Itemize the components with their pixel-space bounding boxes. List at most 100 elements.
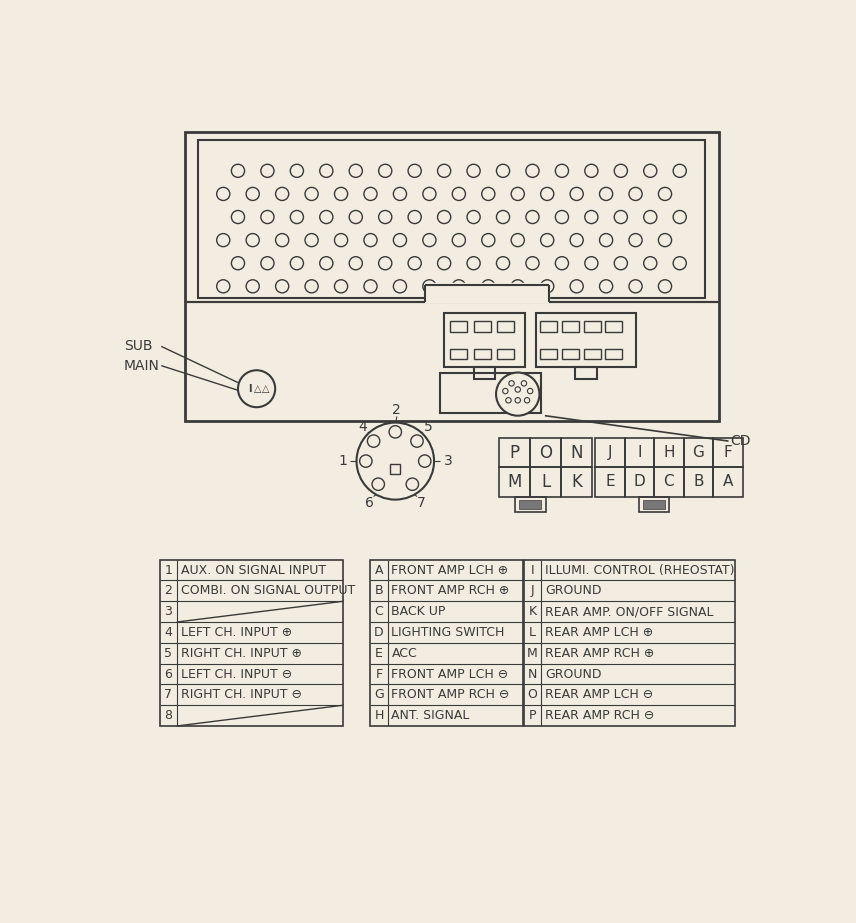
Circle shape [515, 398, 520, 403]
Circle shape [541, 187, 554, 200]
Text: I: I [248, 384, 252, 394]
Bar [473, 367, 496, 379]
Text: REAR AMP LCH ⊖: REAR AMP LCH ⊖ [545, 689, 653, 701]
Circle shape [467, 164, 480, 177]
Circle shape [372, 478, 384, 490]
Text: P: P [509, 444, 520, 462]
Circle shape [378, 164, 392, 177]
Text: D: D [633, 474, 645, 489]
Circle shape [231, 164, 245, 177]
Circle shape [408, 257, 421, 270]
Circle shape [521, 380, 526, 386]
Text: GROUND: GROUND [545, 667, 602, 680]
Bar [562, 321, 579, 331]
Circle shape [364, 280, 377, 293]
Text: 8: 8 [164, 709, 172, 722]
Text: AUX. ON SIGNAL INPUT: AUX. ON SIGNAL INPUT [181, 564, 326, 577]
Text: 1: 1 [338, 454, 347, 468]
Bar [536, 313, 636, 367]
Bar [595, 467, 625, 497]
Text: 7: 7 [164, 689, 172, 701]
Bar [185, 132, 719, 421]
Circle shape [305, 187, 318, 200]
Circle shape [423, 187, 436, 200]
Circle shape [615, 210, 627, 223]
Circle shape [570, 234, 583, 246]
Bar [654, 438, 684, 467]
Circle shape [526, 257, 539, 270]
Circle shape [408, 210, 421, 223]
Text: 7: 7 [417, 496, 426, 509]
Text: 3: 3 [443, 454, 452, 468]
Circle shape [437, 210, 451, 223]
Circle shape [349, 164, 362, 177]
Text: A: A [375, 564, 383, 577]
Circle shape [394, 280, 407, 293]
Circle shape [349, 210, 362, 223]
Text: REAR AMP RCH ⊕: REAR AMP RCH ⊕ [545, 647, 654, 660]
Circle shape [658, 187, 672, 200]
Circle shape [247, 234, 259, 246]
Bar [425, 283, 549, 303]
Text: 2: 2 [164, 584, 172, 597]
Circle shape [364, 234, 377, 246]
Circle shape [556, 257, 568, 270]
Text: N: N [528, 667, 538, 680]
Bar [654, 467, 684, 497]
Circle shape [508, 380, 514, 386]
Circle shape [276, 187, 288, 200]
Text: RIGHT CH. INPUT ⊖: RIGHT CH. INPUT ⊖ [181, 689, 301, 701]
Text: RIGHT CH. INPUT ⊕: RIGHT CH. INPUT ⊕ [181, 647, 301, 660]
Circle shape [599, 234, 613, 246]
Text: E: E [375, 647, 383, 660]
Circle shape [231, 257, 245, 270]
Circle shape [515, 387, 520, 392]
Bar [440, 373, 541, 414]
Circle shape [615, 257, 627, 270]
Circle shape [389, 426, 401, 438]
Circle shape [290, 164, 304, 177]
Circle shape [419, 455, 431, 467]
Text: F: F [376, 667, 383, 680]
Circle shape [482, 234, 495, 246]
Circle shape [261, 210, 274, 223]
Circle shape [556, 164, 568, 177]
Text: ILLUMI. CONTROL (RHEOSTAT): ILLUMI. CONTROL (RHEOSTAT) [545, 564, 734, 577]
Bar [450, 349, 467, 359]
Circle shape [320, 210, 333, 223]
Text: K: K [571, 473, 582, 491]
Circle shape [305, 234, 318, 246]
Circle shape [506, 398, 511, 403]
Bar [473, 321, 490, 331]
Text: I: I [637, 445, 642, 461]
Bar [199, 140, 705, 298]
Bar [684, 438, 713, 467]
Bar [584, 321, 601, 331]
Circle shape [526, 164, 539, 177]
Circle shape [673, 257, 687, 270]
Circle shape [349, 257, 362, 270]
Circle shape [502, 389, 508, 394]
Text: CD: CD [730, 434, 751, 448]
Bar [605, 349, 622, 359]
Circle shape [644, 210, 657, 223]
Circle shape [394, 234, 407, 246]
Bar [524, 559, 734, 726]
Circle shape [525, 398, 530, 403]
Circle shape [238, 370, 275, 407]
Text: 1: 1 [164, 564, 172, 577]
Circle shape [423, 280, 436, 293]
Circle shape [217, 234, 230, 246]
Bar [584, 349, 601, 359]
Circle shape [629, 187, 642, 200]
Circle shape [437, 257, 451, 270]
Text: L: L [529, 626, 536, 639]
Text: FRONT AMP LCH ⊕: FRONT AMP LCH ⊕ [391, 564, 508, 577]
Text: GROUND: GROUND [545, 584, 602, 597]
Bar [389, 464, 400, 474]
Circle shape [261, 164, 274, 177]
Circle shape [556, 210, 568, 223]
Bar [713, 467, 742, 497]
Circle shape [541, 234, 554, 246]
Text: COMBI. ON SIGNAL OUTPUT: COMBI. ON SIGNAL OUTPUT [181, 584, 355, 597]
